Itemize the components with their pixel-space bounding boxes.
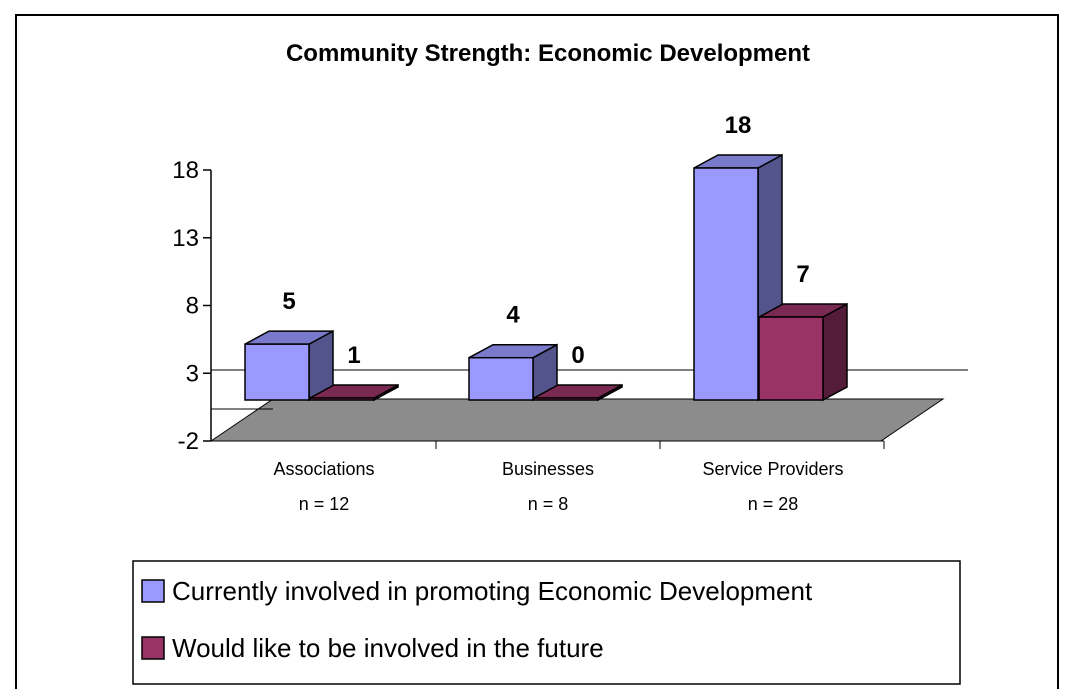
floor-plane — [209, 398, 945, 442]
legend-label-future: Would like to be involved in the future — [172, 633, 604, 663]
y-tick-label: 13 — [172, 225, 199, 252]
data-label: 0 — [571, 342, 584, 369]
y-tick-label: 8 — [186, 293, 199, 320]
data-label: 7 — [796, 261, 809, 288]
data-label: 18 — [725, 112, 752, 139]
category-label: Service Providers — [702, 459, 843, 479]
y-tick-label: 3 — [186, 360, 199, 387]
y-axis: 18 13 8 3 -2 — [172, 157, 968, 455]
category-labels: Associations n = 12 Businesses n = 8 Service… — [211, 440, 885, 514]
legend-swatch-current — [141, 579, 165, 603]
bar-current-0 — [244, 329, 334, 402]
y-tick-label: -2 — [178, 428, 199, 455]
category-label: Businesses — [502, 459, 594, 479]
chart-title: Community Strength: Economic Development — [286, 40, 810, 67]
category-sublabel: n = 8 — [528, 494, 569, 514]
bar-future-2 — [758, 302, 848, 402]
category-sublabel: n = 12 — [299, 494, 350, 514]
bar-current-1 — [468, 343, 558, 402]
data-label: 1 — [347, 342, 360, 369]
bars — [244, 153, 848, 402]
legend-swatch-future — [141, 636, 165, 660]
data-labels: 5 1 4 0 18 7 — [282, 112, 809, 369]
legend: Currently involved in promoting Economic… — [132, 560, 961, 685]
legend-label-current: Currently involved in promoting Economic… — [172, 576, 813, 606]
category-label: Associations — [273, 459, 374, 479]
bar-future-1 — [533, 383, 623, 402]
chart-floor — [209, 398, 945, 442]
bar-future-0 — [309, 383, 399, 402]
y-tick-label: 18 — [172, 157, 199, 184]
data-label: 4 — [506, 302, 520, 329]
category-sublabel: n = 28 — [748, 494, 799, 514]
legend-box — [132, 560, 961, 685]
data-label: 5 — [282, 288, 295, 315]
